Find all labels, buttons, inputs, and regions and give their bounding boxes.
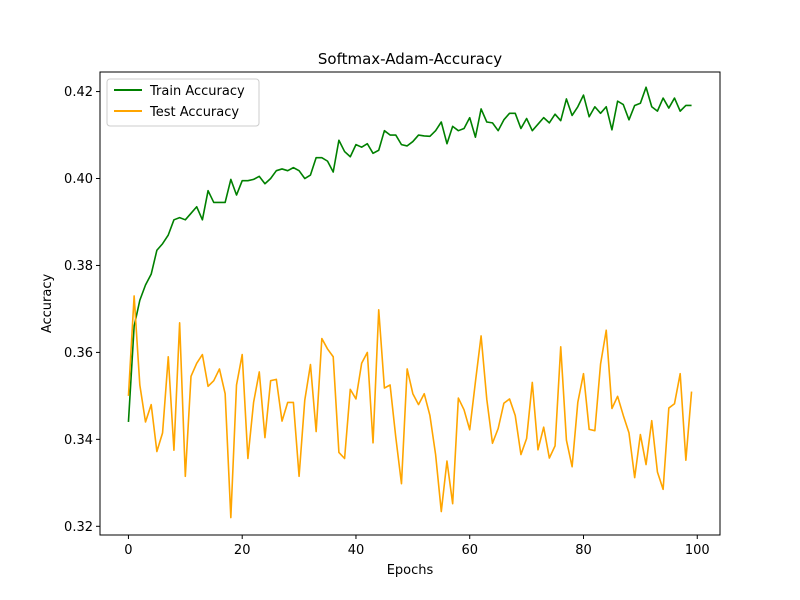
legend-box [106, 78, 260, 127]
x-tick-label: 0 [124, 543, 132, 558]
y-tick-label: 0.34 [64, 433, 93, 448]
series-line-test-accuracy [127, 295, 693, 519]
x-tick-label: 40 [348, 543, 365, 558]
x-axis-ticks: 0 20 40 60 80 100 [124, 535, 710, 558]
chart-title: Softmax-Adam-Accuracy [318, 50, 502, 68]
plot-content [127, 86, 693, 519]
y-axis-label: Accuracy [40, 274, 55, 334]
y-axis-ticks: 0.32 0.34 0.36 0.38 0.40 0.42 [64, 85, 100, 535]
plot-frame [99, 71, 721, 536]
y-tick-label: 0.38 [64, 259, 93, 274]
x-tick-label: 60 [461, 543, 478, 558]
x-axis-label: Epochs [387, 563, 434, 578]
y-tick-label: 0.40 [64, 172, 93, 187]
legend: Train Accuracy Test Accuracy [106, 78, 260, 127]
x-tick-label: 100 [685, 543, 710, 558]
y-tick-label: 0.32 [64, 520, 93, 535]
y-tick-label: 0.36 [64, 346, 93, 361]
legend-label-test: Test Accuracy [149, 105, 239, 120]
legend-label-train: Train Accuracy [149, 84, 245, 99]
series-line-train-accuracy [127, 86, 692, 423]
x-tick-label: 20 [234, 543, 251, 558]
y-tick-label: 0.42 [64, 85, 93, 100]
x-tick-label: 80 [575, 543, 592, 558]
